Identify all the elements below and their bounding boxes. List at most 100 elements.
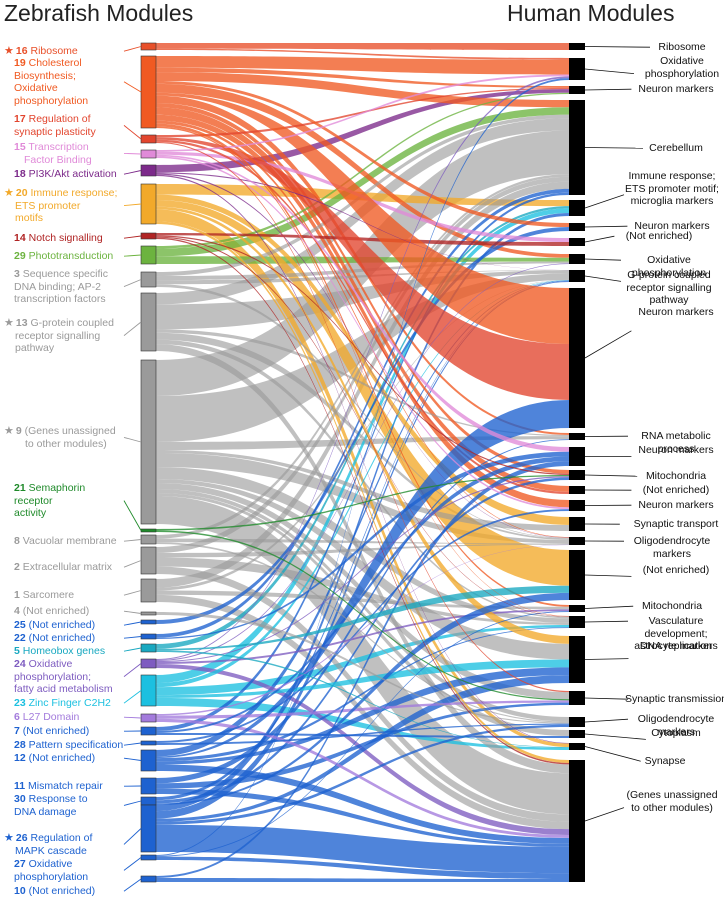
zebrafish-label-connector <box>123 647 142 652</box>
module-name: Homeobox genes <box>22 645 106 657</box>
module-number: 19 <box>14 57 26 69</box>
zebrafish-module-block <box>140 359 157 525</box>
human-module-block <box>569 743 585 750</box>
human-module-block <box>569 200 585 216</box>
module-name: Extracellular matrix <box>22 561 113 573</box>
human-module-name: Ribosome <box>658 41 706 53</box>
flow-band <box>156 56 569 75</box>
flow-band <box>156 659 569 698</box>
module-number: 13 <box>15 317 28 329</box>
human-module-label: Synapse <box>645 755 686 768</box>
zebrafish-module-label: 21 Semaphorin receptor activity <box>14 482 86 519</box>
module-name: Zinc Finger C2H2 <box>28 697 111 709</box>
flow-band <box>156 489 569 722</box>
zebrafish-module-label: 2 Extracellular matrix <box>14 561 112 574</box>
human-module-block <box>569 616 585 628</box>
human-module-label: Neuron markers <box>638 306 713 319</box>
human-module-name: Cytoplasm <box>651 727 701 739</box>
flow-band <box>156 141 569 693</box>
zebrafish-label-connector <box>123 170 142 175</box>
module-name: (Not enriched) <box>28 885 96 897</box>
human-module-label: RNA metabolic process <box>641 430 711 455</box>
flow-band <box>156 281 569 801</box>
flow-band <box>156 107 569 492</box>
human-module-block <box>569 100 585 195</box>
human-label-connector <box>584 46 651 48</box>
human-module-block <box>569 270 585 282</box>
human-module-block <box>569 43 585 50</box>
human-module-name: Neuron markers <box>638 444 714 456</box>
zebrafish-label-connector <box>123 560 142 568</box>
flow-band <box>156 261 569 281</box>
flow-band <box>156 650 569 748</box>
zebrafish-module-label: 4 (Not enriched) <box>14 605 89 618</box>
zebrafish-module-block <box>140 633 157 640</box>
zebrafish-label-connector <box>123 46 142 52</box>
module-number: 8 <box>14 535 20 547</box>
zebrafish-label-connector <box>123 203 142 207</box>
human-module-label: (Not enriched) <box>626 230 693 243</box>
human-module-block <box>569 730 585 738</box>
human-module-name: Neuron markers <box>638 306 714 318</box>
human-label-connector <box>584 746 641 762</box>
flow-band <box>156 456 569 733</box>
human-module-name: Neuron markers <box>638 499 714 511</box>
human-module-name: DNA replication <box>639 640 713 652</box>
flow-band <box>156 594 569 830</box>
human-label-connector <box>584 718 629 723</box>
star-icon: ★ <box>4 187 14 199</box>
human-module-label: Oligodendrocyte markers <box>633 535 711 560</box>
zebrafish-module-label: ★ 16 Ribosome <box>4 45 78 58</box>
flow-band <box>156 667 569 765</box>
flow-band <box>156 120 569 538</box>
flow-band <box>156 788 569 847</box>
zebrafish-module-label: 24 Oxidative phosphorylation; fatty acid m… <box>14 658 113 695</box>
zebrafish-label-connector <box>123 621 142 626</box>
zebrafish-module-label: 6 L27 Domain <box>14 711 79 724</box>
human-module-label: Vasculature development; astrocyte markers <box>634 615 718 652</box>
zebrafish-module-label: 5 Homeobox genes <box>14 645 105 658</box>
flow-band <box>156 476 569 662</box>
flow-band <box>156 625 569 696</box>
zebrafish-label-connector <box>123 610 142 614</box>
human-module-label: G-protein coupled receptor signalling path… <box>626 269 712 306</box>
human-module-name: Synaptic transport <box>633 518 719 530</box>
flow-band <box>156 280 569 688</box>
zebrafish-module-block <box>140 232 157 240</box>
module-name: Vacuolar membrane <box>22 535 117 547</box>
module-number: 4 <box>14 605 20 617</box>
zebrafish-module-block <box>140 804 157 853</box>
flow-band <box>156 48 569 60</box>
flow-band <box>156 114 569 508</box>
flow-band <box>156 585 569 651</box>
zebrafish-module-block <box>140 713 157 723</box>
human-label-connector <box>584 574 632 577</box>
flow-band <box>156 675 569 822</box>
zebrafish-module-label: ★ 20 Immune response; ETS promoter motifs <box>4 187 118 224</box>
zebrafish-module-block <box>140 271 157 288</box>
zebrafish-module-block <box>140 619 157 625</box>
module-number: 2 <box>14 561 20 573</box>
human-module-block <box>569 517 585 531</box>
flow-band <box>156 126 569 617</box>
zebrafish-label-connector <box>123 321 142 336</box>
module-number: 29 <box>14 250 26 262</box>
flow-band <box>156 78 569 856</box>
zebrafish-module-label: 18 PI3K/Akt activation <box>14 168 117 181</box>
human-module-block <box>569 486 585 494</box>
module-name: (Not enriched) <box>28 632 96 644</box>
zebrafish-module-block <box>140 292 157 352</box>
module-number: 11 <box>14 780 26 792</box>
zebrafish-module-block <box>140 749 157 772</box>
human-module-block <box>569 433 585 440</box>
flow-band <box>156 344 569 774</box>
flow-band <box>156 542 569 723</box>
human-module-name: Neuron markers <box>634 220 710 232</box>
zebrafish-module-label: 28 Pattern specification <box>14 739 123 752</box>
flow-band <box>156 92 569 249</box>
human-module-label: Cytoplasm <box>651 727 701 740</box>
human-module-label: Synaptic transport <box>634 518 719 531</box>
zebrafish-module-block <box>140 854 157 861</box>
zebrafish-module-block <box>140 658 157 669</box>
